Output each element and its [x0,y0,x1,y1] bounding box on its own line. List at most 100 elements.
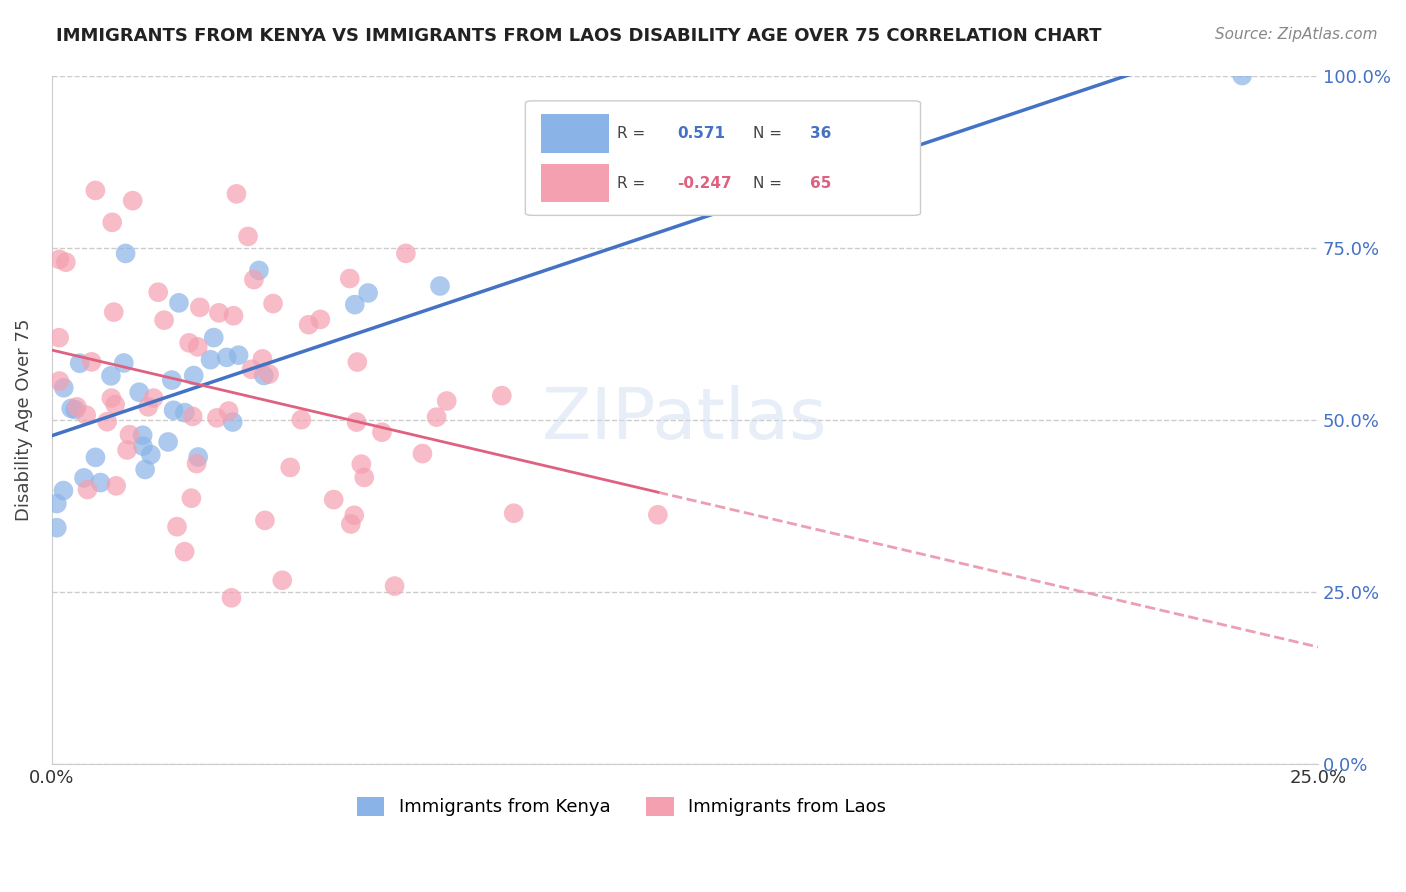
Point [411,447,433,461]
Point [52,381,75,395]
Point [205,410,228,425]
Point [75,408,97,422]
Point [188,301,211,315]
Text: IMMIGRANTS FROM KENYA VS IMMIGRANTS FROM LAOS DISABILITY AGE OVER 75 CORRELATION: IMMIGRANTS FROM KENYA VS IMMIGRANTS FROM… [56,27,1102,45]
Point [395,246,418,260]
Point [222,309,245,323]
Point [343,298,366,312]
Point [128,385,150,400]
Point [357,285,380,300]
Point [429,279,451,293]
Text: ZIPatlas: ZIPatlas [543,385,828,454]
Text: Source: ZipAtlas.com: Source: ZipAtlas.com [1215,27,1378,42]
Point [66,400,89,414]
Point [322,492,344,507]
Point [142,391,165,405]
Point [114,246,136,260]
Point [202,330,225,344]
Point [187,450,209,464]
Point [247,263,270,277]
Point [426,410,449,425]
Point [384,579,406,593]
Point [208,306,231,320]
Point [45,521,67,535]
Point [350,457,373,471]
Point [153,313,176,327]
Point [181,409,204,424]
Point [134,462,156,476]
Point [167,296,190,310]
Point [173,406,195,420]
Point [162,403,184,417]
Point [225,186,247,201]
Point [80,355,103,369]
Point [136,400,159,414]
Point [215,351,238,365]
Point [278,460,301,475]
Point [179,335,201,350]
Point [491,389,513,403]
Point [132,439,155,453]
Point [45,497,67,511]
Point [298,318,321,332]
Legend: Immigrants from Kenya, Immigrants from Laos: Immigrants from Kenya, Immigrants from L… [350,789,893,823]
Point [222,415,245,429]
Point [48,374,70,388]
Point [157,434,180,449]
Point [84,450,107,465]
Point [121,194,143,208]
Point [200,352,222,367]
Point [228,348,250,362]
Point [118,427,141,442]
Point [112,356,135,370]
Point [183,368,205,383]
Point [236,229,259,244]
Y-axis label: Disability Age Over 75: Disability Age Over 75 [15,318,32,521]
Point [104,398,127,412]
Point [139,448,162,462]
Point [243,272,266,286]
Point [148,285,170,300]
Point [69,356,91,370]
Point [1230,69,1253,83]
Point [96,415,118,429]
Point [52,483,75,498]
Point [187,340,209,354]
Point [339,271,361,285]
Point [371,425,394,440]
Point [343,508,366,523]
Point [340,516,363,531]
Point [115,442,138,457]
Point [240,362,263,376]
Point [100,391,122,405]
Point [252,351,274,366]
Point [436,394,458,409]
Point [55,255,77,269]
Point [290,413,312,427]
Point [84,183,107,197]
Point [186,457,208,471]
Point [103,305,125,319]
Point [173,544,195,558]
Point [48,331,70,345]
Point [647,508,669,522]
Point [218,404,240,418]
Point [309,312,332,326]
Point [346,415,368,429]
Point [48,252,70,267]
Point [253,513,276,527]
Point [63,402,86,417]
Point [180,491,202,505]
Point [101,215,124,229]
Point [502,506,524,520]
Point [166,519,188,533]
Point [160,373,183,387]
Point [346,355,368,369]
Point [89,475,111,490]
Point [262,296,284,310]
Point [105,479,128,493]
Point [253,368,276,383]
Point [353,470,375,484]
Point [100,368,122,383]
Point [60,401,83,416]
